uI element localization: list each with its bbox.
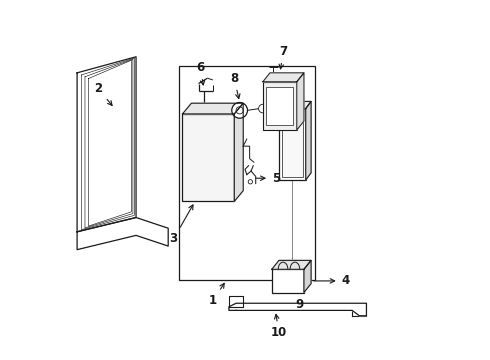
Polygon shape — [272, 260, 311, 269]
Polygon shape — [229, 296, 243, 307]
Bar — [267, 87, 293, 125]
Text: 1: 1 — [209, 283, 224, 307]
Polygon shape — [229, 303, 367, 316]
Polygon shape — [297, 73, 304, 130]
Bar — [182, 114, 234, 202]
Polygon shape — [279, 102, 311, 109]
Bar — [263, 82, 297, 130]
Text: 8: 8 — [230, 72, 240, 99]
Bar — [179, 66, 315, 280]
Text: 9: 9 — [293, 284, 304, 311]
Text: 2: 2 — [95, 82, 112, 105]
Bar — [279, 109, 306, 180]
Text: 3: 3 — [170, 205, 193, 246]
Polygon shape — [234, 103, 243, 202]
Circle shape — [236, 107, 243, 114]
Polygon shape — [304, 260, 311, 293]
Polygon shape — [182, 103, 243, 114]
Text: 5: 5 — [256, 172, 280, 185]
Bar — [282, 111, 303, 177]
Circle shape — [232, 103, 247, 118]
Polygon shape — [306, 102, 311, 180]
Bar — [272, 269, 304, 293]
Text: 7: 7 — [279, 45, 288, 69]
Polygon shape — [77, 217, 168, 249]
Text: 6: 6 — [196, 61, 205, 85]
Text: 4: 4 — [314, 274, 350, 287]
Polygon shape — [77, 57, 136, 232]
Circle shape — [248, 180, 252, 184]
Text: 10: 10 — [271, 314, 287, 339]
Polygon shape — [263, 73, 304, 82]
Circle shape — [259, 104, 267, 113]
